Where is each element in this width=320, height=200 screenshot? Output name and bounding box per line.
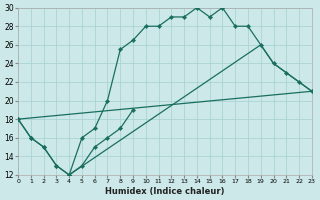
X-axis label: Humidex (Indice chaleur): Humidex (Indice chaleur) [105,187,225,196]
